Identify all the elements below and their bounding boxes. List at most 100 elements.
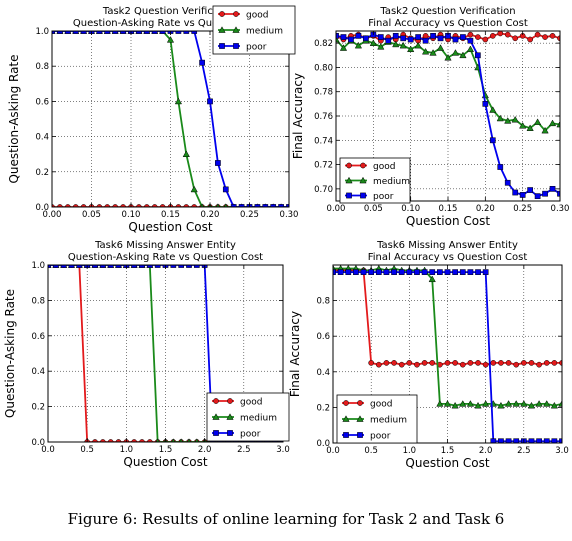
x-tick-label: 3.0 — [276, 445, 290, 455]
data-point-poor — [355, 33, 362, 39]
data-point-poor — [383, 269, 390, 275]
data-point-poor — [437, 35, 444, 42]
data-point-poor — [467, 37, 474, 44]
y-tick-label: 0.0 — [316, 439, 330, 449]
data-point-good — [527, 36, 533, 43]
legend-marker-poor — [346, 192, 352, 199]
data-point-medium — [190, 185, 198, 193]
data-point-good — [497, 31, 504, 37]
data-point-poor — [490, 438, 497, 443]
data-point-good — [475, 360, 481, 366]
legend-marker-good — [343, 400, 349, 406]
data-point-poor — [452, 36, 459, 43]
data-point-poor — [513, 438, 520, 443]
data-point-medium — [527, 401, 536, 409]
data-point-poor — [452, 269, 458, 275]
data-point-poor — [112, 31, 119, 34]
data-point-good — [421, 360, 428, 366]
data-point-poor — [207, 98, 213, 105]
x-tick-label: 0.15 — [439, 204, 458, 214]
x-tick-label: 0.10 — [122, 210, 141, 220]
y-tick-label: 0.6 — [31, 332, 45, 342]
x-tick-label: 1.0 — [403, 446, 417, 456]
legend-marker-poor — [343, 432, 349, 438]
data-point-poor — [353, 269, 359, 275]
x-tick-label: 0.20 — [476, 204, 495, 214]
data-point-poor — [136, 31, 142, 34]
data-point-medium — [504, 400, 513, 407]
legend: good medium poor — [212, 5, 296, 55]
x-tick-label: 0.05 — [364, 204, 383, 214]
figure-caption: Figure 6: Results of online learning for… — [67, 510, 505, 528]
data-point-medium — [369, 39, 377, 46]
data-point-poor — [96, 31, 103, 34]
legend-label-poor: poor — [240, 430, 261, 440]
data-point-poor — [528, 438, 535, 443]
data-point-medium — [489, 106, 497, 113]
data-point-medium — [541, 126, 549, 134]
y-axis-label: Question-Asking Rate — [3, 289, 17, 418]
data-point-good — [444, 360, 451, 366]
data-point-good — [549, 33, 556, 39]
legend: good medium poor — [336, 394, 418, 444]
legend-label-good: good — [246, 11, 268, 21]
chart-panel-4: 0.0 0.5 1.0 1.5 2.0 2.5 3.0 0.0 0.2 0.4 0.6 0.8 Task… — [288, 240, 569, 470]
data-point-poor — [170, 265, 177, 268]
x-tick-label: 2.0 — [198, 445, 212, 455]
data-point-good — [557, 35, 560, 42]
data-point-poor — [549, 186, 556, 192]
data-point-medium — [399, 41, 407, 49]
data-point-medium — [428, 275, 436, 283]
data-point-poor — [104, 31, 111, 34]
y-tick-label: 0.0 — [35, 203, 49, 213]
y-tick-label: 0.74 — [314, 136, 333, 146]
data-point-good — [467, 31, 474, 38]
x-tick-label: 2.0 — [479, 446, 493, 456]
data-point-good — [459, 361, 466, 368]
data-point-medium — [548, 119, 557, 127]
data-point-poor — [151, 31, 158, 34]
data-point-good — [422, 33, 429, 39]
data-point-poor — [505, 438, 512, 443]
data-point-medium — [436, 44, 445, 51]
legend-label-poor: poor — [373, 192, 394, 202]
data-point-good — [543, 360, 550, 366]
data-point-medium — [466, 45, 475, 53]
data-point-poor — [377, 34, 384, 40]
y-tick-label: 0.4 — [35, 133, 49, 143]
x-tick-label: 1.5 — [441, 446, 455, 456]
legend-marker-good — [357, 400, 363, 406]
data-point-good — [406, 360, 413, 366]
data-point-poor — [489, 137, 496, 144]
data-point-poor — [385, 37, 392, 44]
legend-marker-medium — [342, 415, 350, 422]
y-tick-label: 1.0 — [35, 27, 49, 37]
data-point-medium — [496, 114, 504, 122]
data-point-poor — [131, 265, 138, 268]
x-tick-label: 0.00 — [43, 210, 62, 220]
chart-panel-1: 0.00 0.05 0.10 0.15 0.20 0.25 0.30 0.0 0.2 0.4 0.6… — [7, 5, 298, 234]
data-point-poor — [444, 269, 451, 275]
data-point-good — [475, 34, 481, 40]
data-point-poor — [407, 36, 414, 43]
data-point-poor — [178, 265, 185, 268]
legend-marker-poor — [227, 430, 233, 436]
data-point-poor — [222, 186, 229, 193]
legend: good medium poor — [206, 392, 290, 442]
data-point-poor — [398, 269, 405, 275]
figure: 0.00 0.05 0.10 0.15 0.20 0.25 0.30 0.0 0.2 0.4 0.6… — [3, 5, 569, 470]
data-point-poor — [340, 34, 347, 40]
data-point-poor — [333, 269, 336, 275]
y-axis-label: Final Accuracy — [288, 311, 302, 397]
legend-marker-poor — [360, 192, 366, 199]
data-point-poor — [391, 269, 397, 275]
legend-label-medium: medium — [246, 27, 283, 37]
data-point-good — [489, 33, 496, 39]
y-tick-label: 0.2 — [31, 403, 45, 413]
data-point-good — [551, 360, 558, 366]
chart-title: Task6 Missing Answer Entity — [376, 240, 518, 251]
x-tick-label: 2.5 — [237, 445, 251, 455]
x-axis-label: Question Cost — [123, 455, 207, 469]
data-point-medium — [407, 45, 415, 53]
data-point-medium — [444, 53, 452, 61]
